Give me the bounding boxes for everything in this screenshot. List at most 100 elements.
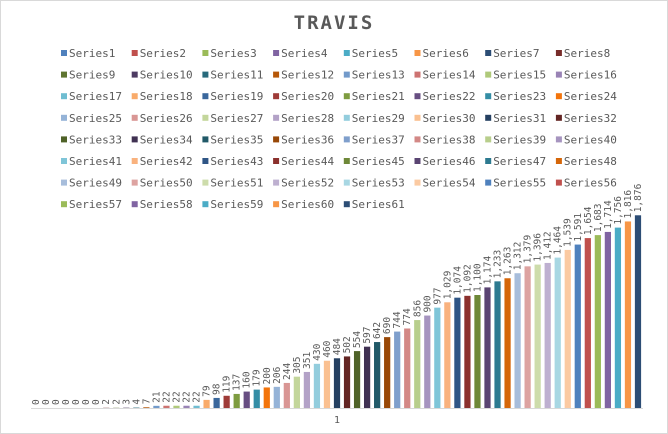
legend-swatch-43 <box>202 158 209 164</box>
x-tick-label-1: 1 <box>334 415 340 426</box>
legend-swatch-47 <box>485 158 492 164</box>
data-label-series-48: 1,263 <box>503 247 514 276</box>
bar-series-39 <box>414 320 421 408</box>
data-label-series-55: 1,591 <box>573 213 584 242</box>
data-label-series-31: 484 <box>332 338 343 355</box>
bars <box>103 215 642 408</box>
legend-label-46: Series46 <box>423 155 476 168</box>
data-label-series-27: 305 <box>292 356 303 373</box>
data-label-series-8: 2 <box>101 399 112 405</box>
legend-swatch-48 <box>555 158 562 164</box>
data-label-series-21: 137 <box>232 374 243 391</box>
data-label-series-12: 7 <box>141 399 152 405</box>
legend-label-18: Series18 <box>140 90 193 103</box>
legend-label-9: Series9 <box>69 69 115 82</box>
legend-swatch-59 <box>202 201 209 208</box>
bar-series-26 <box>283 382 290 408</box>
legend-label-26: Series26 <box>140 112 193 125</box>
legend-swatch-27 <box>202 114 209 121</box>
data-label-series-54: 1,539 <box>563 218 574 247</box>
legend-label-19: Series19 <box>210 90 263 103</box>
legend-swatch-58 <box>131 201 138 208</box>
legend-label-53: Series53 <box>352 177 405 190</box>
legend-label-57: Series57 <box>69 198 122 211</box>
bar-series-52 <box>544 262 551 408</box>
data-label-series-40: 900 <box>422 295 433 312</box>
bar-series-40 <box>424 315 431 408</box>
legend-label-8: Series8 <box>564 47 610 60</box>
legend-label-56: Series56 <box>564 177 617 190</box>
legend-label-40: Series40 <box>564 133 617 146</box>
legend-swatch-53 <box>343 179 350 186</box>
data-label-series-44: 1,092 <box>462 264 473 293</box>
legend-swatch-38 <box>414 136 421 143</box>
data-label-series-58: 1,714 <box>603 200 614 229</box>
legend-swatch-40 <box>555 136 562 143</box>
legend-label-58: Series58 <box>140 198 193 211</box>
bar-series-24 <box>263 387 270 408</box>
bar-series-60 <box>624 221 632 408</box>
bar-series-50 <box>524 266 531 408</box>
legend-label-23: Series23 <box>493 90 546 103</box>
legend-swatch-57 <box>61 201 67 208</box>
legend-label-11: Series11 <box>210 69 263 82</box>
legend-label-1: Series1 <box>69 47 115 60</box>
bar-series-47 <box>494 281 501 408</box>
legend-swatch-54 <box>414 179 421 186</box>
legend-label-54: Series54 <box>423 177 476 190</box>
bar-series-19 <box>213 397 220 408</box>
data-label-series-34: 597 <box>362 326 373 343</box>
data-label-series-9: 2 <box>111 399 122 405</box>
data-label-series-7: 0 <box>91 399 102 405</box>
legend-label-36: Series36 <box>281 133 334 146</box>
legend-label-48: Series48 <box>564 155 617 168</box>
legend-label-3: Series3 <box>210 47 256 60</box>
bar-series-45 <box>474 295 481 408</box>
data-label-series-23: 179 <box>252 369 263 386</box>
legend-label-25: Series25 <box>69 112 122 125</box>
legend: Series1 Series2 Series3 Series4 Series5 Serie… <box>61 47 617 211</box>
bar-series-53 <box>554 257 561 408</box>
legend-swatch-10 <box>131 71 138 78</box>
legend-swatch-33 <box>61 136 67 143</box>
data-label-series-39: 856 <box>412 300 423 317</box>
legend-label-14: Series14 <box>423 69 476 82</box>
bar-series-54 <box>564 249 571 408</box>
bar-series-51 <box>534 264 541 408</box>
legend-label-22: Series22 <box>423 90 476 103</box>
legend-swatch-46 <box>414 158 421 164</box>
bar-series-43 <box>454 297 461 408</box>
legend-swatch-49 <box>61 179 67 186</box>
bar-series-15 <box>173 405 180 408</box>
legend-swatch-18 <box>131 93 138 100</box>
bar-series-37 <box>394 331 401 408</box>
bar-series-12 <box>143 407 150 408</box>
legend-label-2: Series2 <box>140 47 186 60</box>
legend-swatch-41 <box>61 158 67 164</box>
chart-title: TRAVIS <box>294 12 375 34</box>
data-label-series-59: 1,756 <box>613 196 624 225</box>
legend-swatch-6 <box>414 50 421 56</box>
bar-series-46 <box>484 287 491 408</box>
bar-series-58 <box>604 231 611 408</box>
legend-swatch-5 <box>343 50 350 56</box>
data-label-series-1: 0 <box>31 399 42 405</box>
legend-label-21: Series21 <box>352 90 405 103</box>
legend-label-24: Series24 <box>564 90 617 103</box>
legend-swatch-44 <box>273 158 280 164</box>
data-label-series-43: 1,074 <box>452 266 463 295</box>
bar-series-42 <box>444 302 451 408</box>
data-label-series-10: 3 <box>121 399 132 405</box>
data-label-series-4: 0 <box>61 399 72 405</box>
legend-swatch-25 <box>61 114 67 121</box>
data-label-series-35: 642 <box>372 322 383 339</box>
legend-label-43: Series43 <box>210 155 263 168</box>
legend-label-41: Series41 <box>69 155 122 168</box>
data-label-series-6: 0 <box>81 399 92 405</box>
bar-series-17 <box>193 405 200 408</box>
bar-series-18 <box>203 399 210 408</box>
legend-label-31: Series31 <box>493 112 546 125</box>
legend-swatch-4 <box>273 50 280 56</box>
data-label-series-46: 1,174 <box>482 256 493 285</box>
data-label-series-3: 0 <box>51 399 62 405</box>
